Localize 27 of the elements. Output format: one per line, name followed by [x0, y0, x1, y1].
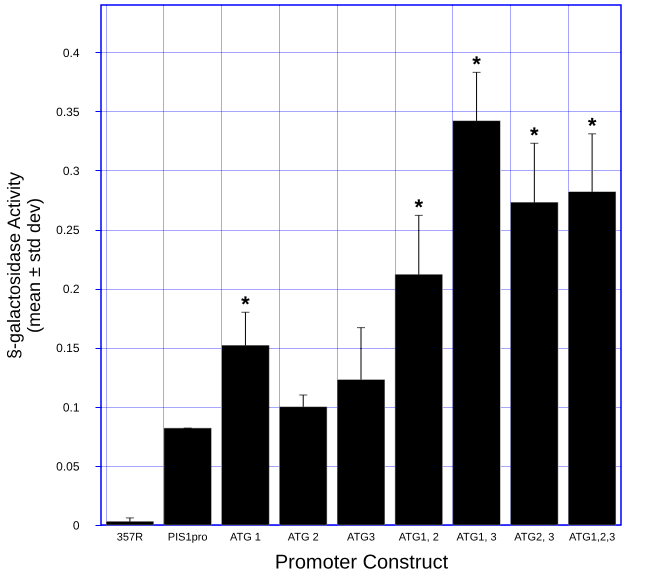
bar — [106, 521, 154, 526]
data-label: * — [530, 122, 540, 148]
y-tick-label: 0 — [72, 518, 80, 532]
data-label: * — [472, 51, 482, 76]
x-tick-label: PIS1pro — [168, 532, 208, 544]
data-label: * — [414, 194, 424, 220]
x-axis-title: Promoter Construct — [274, 552, 449, 574]
x-tick-label: ATG 1 — [230, 532, 261, 544]
y-tick-label: 0.1 — [62, 400, 80, 414]
x-tick-label: ATG3 — [347, 532, 375, 544]
y-tick-label: 0.35 — [56, 104, 80, 119]
x-tick-label: ATG2, 3 — [514, 532, 554, 544]
x-tick-label: ATG1,2,3 — [568, 532, 616, 544]
y-tick-label: 0.15 — [56, 341, 80, 356]
y-tick-label: 0.4 — [62, 46, 80, 60]
y-tick-label: 0.2 — [62, 282, 80, 296]
y-tick-label: 0.25 — [56, 223, 80, 238]
x-tick-label: 357R — [116, 532, 144, 544]
data-label: * — [588, 112, 597, 138]
data-label: * — [241, 291, 250, 316]
x-tick-label: ATG1, 3 — [456, 532, 497, 544]
y-tick-label: 0.3 — [62, 164, 80, 178]
bar — [164, 428, 212, 526]
x-tick-label: ATG 2 — [288, 532, 319, 544]
y-tick-label: 0.05 — [56, 459, 80, 474]
x-tick-label: ATG1, 2 — [398, 532, 439, 544]
y-axis-title: §-galactosidase Activity (mean ± std dev) — [4, 172, 44, 360]
